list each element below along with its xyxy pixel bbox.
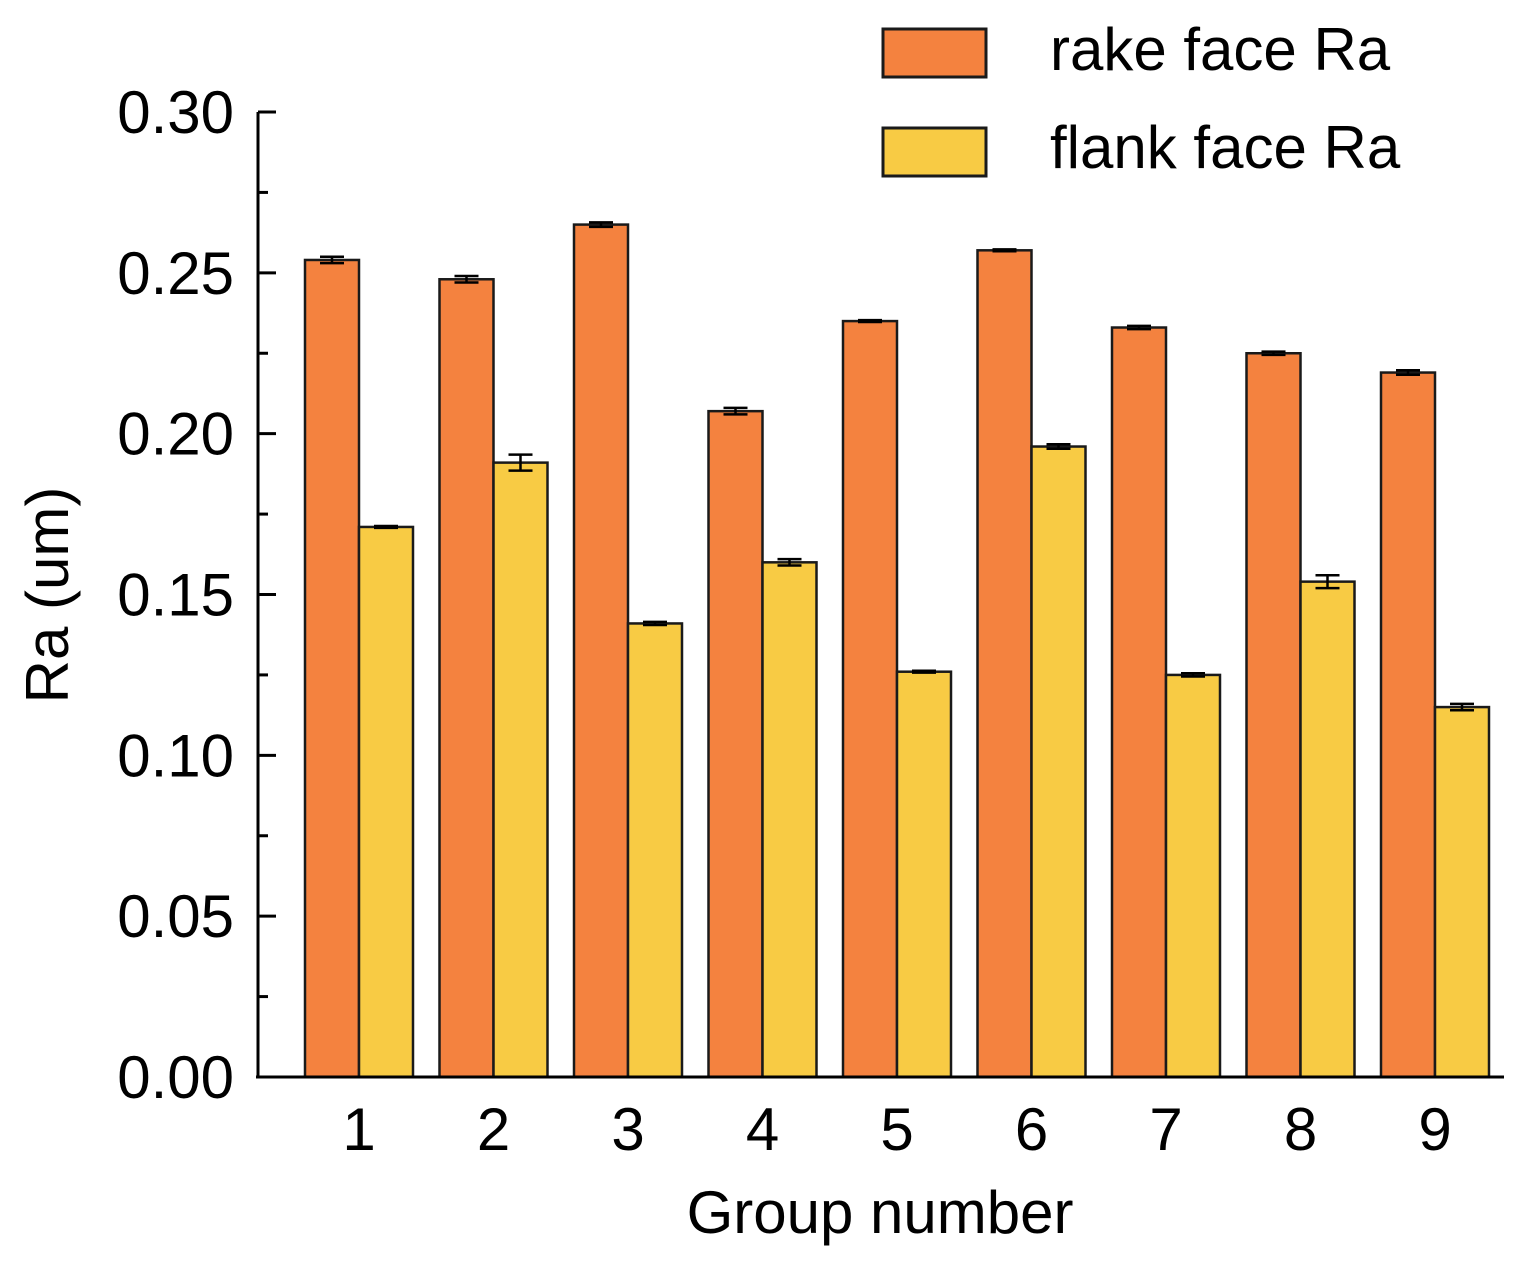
error-bar-flank-4 bbox=[777, 557, 802, 567]
error-bar-flank-8 bbox=[1315, 573, 1340, 590]
bar-flank-7 bbox=[1164, 673, 1222, 1079]
bar-flank-3 bbox=[626, 622, 684, 1079]
error-bar-rake-8 bbox=[1261, 350, 1286, 357]
legend: rake face Ra flank face Ra bbox=[881, 16, 1401, 181]
x-ticks: 1 2 3 4 5 6 7 8 9 bbox=[342, 1096, 1451, 1163]
x-tick-label: 6 bbox=[1015, 1096, 1048, 1163]
error-bar-rake-1 bbox=[320, 255, 344, 265]
bar-rake-5 bbox=[841, 319, 899, 1079]
x-tick-label: 2 bbox=[477, 1096, 510, 1163]
error-bar-flank-5 bbox=[912, 669, 936, 674]
y-tick-label: 0.20 bbox=[117, 401, 234, 468]
error-bar-rake-4 bbox=[723, 406, 748, 416]
bar-flank-4 bbox=[761, 561, 818, 1079]
bar-rake-6 bbox=[976, 249, 1033, 1079]
bar-rake-1 bbox=[303, 258, 361, 1079]
bar-flank-6 bbox=[1030, 445, 1087, 1079]
bar-flank-2 bbox=[492, 461, 549, 1079]
legend-label-rake: rake face Ra bbox=[1050, 16, 1391, 83]
error-bar-rake-5 bbox=[858, 318, 882, 324]
error-bar-rake-9 bbox=[1396, 369, 1420, 377]
bar-rake-4 bbox=[707, 409, 764, 1079]
y-tick-label: 0.30 bbox=[117, 79, 234, 146]
error-bar-rake-3 bbox=[589, 221, 613, 229]
x-tick-label: 8 bbox=[1284, 1096, 1317, 1163]
legend-label-flank: flank face Ra bbox=[1050, 114, 1401, 181]
bar-rake-9 bbox=[1379, 371, 1437, 1079]
x-axis-title: Group number bbox=[687, 1179, 1074, 1246]
y-tick-label: 0.05 bbox=[117, 883, 234, 950]
bar-rake-2 bbox=[438, 278, 495, 1079]
legend-swatch-rake bbox=[881, 27, 988, 79]
error-bar-flank-2 bbox=[508, 453, 533, 472]
x-tick-label: 4 bbox=[746, 1096, 779, 1163]
y-tick-label: 0.00 bbox=[117, 1044, 234, 1111]
y-tick-label: 0.25 bbox=[117, 240, 234, 307]
y-ticks: 0.00 0.05 0.10 0.15 0.20 0.25 0.30 bbox=[117, 79, 276, 1111]
error-bar-flank-9 bbox=[1450, 702, 1474, 712]
bar-rake-7 bbox=[1110, 326, 1168, 1079]
bar-flank-9 bbox=[1433, 705, 1491, 1079]
error-bar-rake-6 bbox=[992, 248, 1017, 253]
x-tick-label: 7 bbox=[1149, 1096, 1182, 1163]
y-tick-label: 0.10 bbox=[117, 722, 234, 789]
x-tick-label: 5 bbox=[880, 1096, 913, 1163]
y-axis-title: Ra (um) bbox=[14, 487, 81, 704]
bar-rake-3 bbox=[572, 223, 630, 1079]
error-bar-flank-3 bbox=[643, 620, 667, 627]
error-bar-rake-2 bbox=[454, 274, 479, 284]
legend-swatch-flank bbox=[881, 126, 988, 178]
bars-layer bbox=[303, 221, 1491, 1079]
x-tick-label: 3 bbox=[611, 1096, 644, 1163]
bar-flank-1 bbox=[357, 525, 415, 1079]
x-tick-label: 9 bbox=[1418, 1096, 1451, 1163]
error-bar-flank-1 bbox=[374, 524, 398, 530]
error-bar-flank-7 bbox=[1181, 672, 1205, 678]
error-bar-flank-6 bbox=[1046, 443, 1071, 451]
y-tick-label: 0.15 bbox=[117, 562, 234, 629]
error-bar-rake-7 bbox=[1127, 324, 1151, 331]
bar-rake-8 bbox=[1245, 352, 1302, 1079]
x-tick-label: 1 bbox=[342, 1096, 375, 1163]
bar-flank-5 bbox=[895, 670, 953, 1079]
bar-flank-8 bbox=[1299, 580, 1356, 1079]
